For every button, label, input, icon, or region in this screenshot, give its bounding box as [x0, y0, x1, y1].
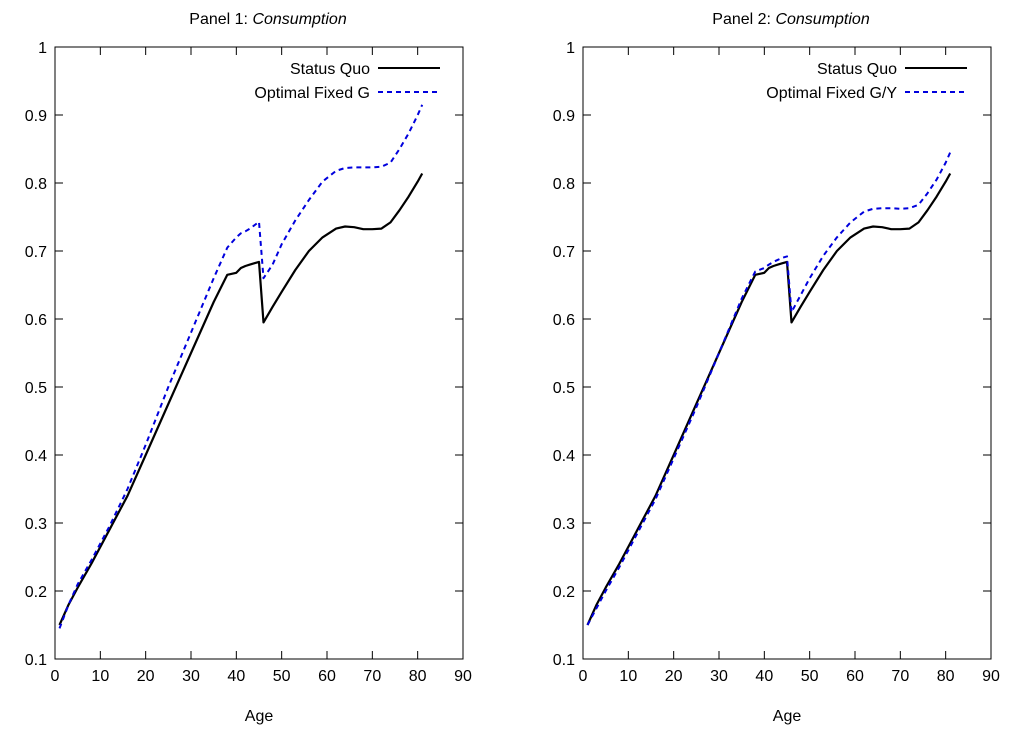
chart-title: Panel 2: Consumption	[712, 11, 870, 28]
y-tick-label: 0.4	[25, 448, 47, 465]
x-tick-label: 70	[891, 668, 909, 685]
x-tick-label: 10	[619, 668, 637, 685]
y-tick-label: 0.2	[553, 584, 575, 601]
y-tick-label: 0.6	[553, 312, 575, 329]
x-tick-label: 80	[937, 668, 955, 685]
x-tick-label: 60	[846, 668, 864, 685]
x-tick-label: 90	[454, 668, 472, 685]
y-tick-label: 0.4	[553, 448, 575, 465]
chart-title: Panel 1: Consumption	[189, 11, 347, 28]
x-tick-label: 30	[182, 668, 200, 685]
x-tick-label: 20	[137, 668, 155, 685]
series-line-1	[58, 172, 424, 626]
y-tick-label: 0.1	[553, 652, 575, 669]
chart-panel-1: Panel 1: Consumption 0 10 20 30 40 50 60 70 80 90 0…	[25, 11, 472, 725]
x-axis-label: Age	[773, 708, 802, 725]
chart-title-emphasis: Consumption	[775, 11, 869, 28]
y-tick-label: 0.5	[25, 380, 47, 397]
y-tick-label: 0.5	[553, 380, 575, 397]
plot-frame	[54, 46, 464, 660]
y-tick-label: 1	[566, 40, 575, 57]
x-tick-label: 80	[409, 668, 427, 685]
x-tick-label: 0	[579, 668, 588, 685]
x-tick-label: 70	[363, 668, 381, 685]
chart-panel-2: Panel 2: Consumption 0 10 20 30 40 50 60 70 80 90 0…	[553, 11, 1000, 725]
y-tick-label: 0.7	[25, 244, 47, 261]
legend-label: Status Quo	[817, 61, 897, 78]
x-tick-label: 90	[982, 668, 1000, 685]
x-tick-label: 40	[227, 668, 245, 685]
x-tick-label: 0	[51, 668, 60, 685]
y-tick-label: 0.8	[25, 176, 47, 193]
legend-label: Status Quo	[290, 61, 370, 78]
y-tick-label: 0.9	[553, 108, 575, 125]
x-tick-label: 40	[755, 668, 773, 685]
x-tick-label: 50	[273, 668, 291, 685]
x-tick-label: 50	[801, 668, 819, 685]
legend-label: Optimal Fixed G/Y	[766, 85, 897, 102]
y-tick-label: 0.1	[25, 652, 47, 669]
chart-title-prefix: Panel 2:	[712, 11, 775, 28]
legend-label: Optimal Fixed G	[254, 85, 370, 102]
y-tick-label: 0.8	[553, 176, 575, 193]
y-tick-label: 0.6	[25, 312, 47, 329]
y-tick-label: 0.3	[553, 516, 575, 533]
y-tick-label: 1	[38, 40, 47, 57]
series-line-2	[58, 104, 424, 629]
y-tick-label: 0.3	[25, 516, 47, 533]
x-tick-label: 20	[665, 668, 683, 685]
chart-title-emphasis: Consumption	[252, 11, 346, 28]
chart-title-prefix: Panel 1:	[189, 11, 252, 28]
x-tick-label: 60	[318, 668, 336, 685]
y-tick-label: 0.9	[25, 108, 47, 125]
y-tick-label: 0.7	[553, 244, 575, 261]
series-line-2	[586, 151, 952, 626]
x-tick-label: 10	[91, 668, 109, 685]
y-tick-label: 0.2	[25, 584, 47, 601]
series-line-1	[586, 172, 952, 626]
plot-frame	[582, 46, 992, 660]
x-axis-label: Age	[245, 708, 274, 725]
x-tick-label: 30	[710, 668, 728, 685]
